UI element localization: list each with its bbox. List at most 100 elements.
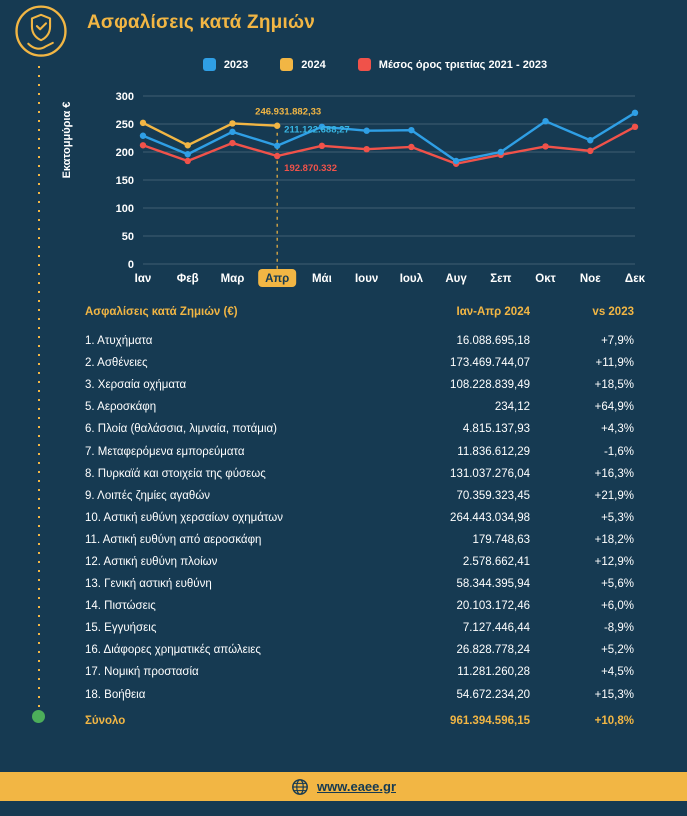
data-point	[631, 123, 639, 130]
footer-bar: www.eaee.gr	[0, 772, 687, 801]
data-point	[318, 123, 326, 130]
row-label: 2. Ασθένειες	[85, 357, 148, 370]
legend-swatch-icon	[280, 58, 294, 71]
data-point	[139, 132, 147, 139]
table-row: 13. Γενική αστική ευθύνη 58.344.395,94 +5,…	[85, 573, 634, 595]
row-change: +5,3%	[601, 511, 634, 524]
total-label: Σύνολο	[85, 714, 126, 727]
data-point	[318, 142, 326, 150]
row-value: 58.344.395,94	[456, 578, 530, 591]
row-change: +15,3%	[594, 688, 634, 701]
table-row: 6. Πλοία (θαλάσσια, λιμναία, ποτάμια) 4.8…	[85, 418, 634, 440]
legend-label: Μέσος όρος τριετίας 2021 - 2023	[378, 58, 548, 71]
row-change: +7,9%	[601, 335, 634, 348]
table-row: 7. Μεταφερόμενα εμπορεύματα 11.836.612,29…	[85, 440, 634, 462]
data-point	[184, 157, 191, 165]
row-value: 108.228.839,49	[450, 379, 530, 392]
table-header-vs: vs 2023	[592, 306, 634, 318]
legend-item: 2023	[202, 58, 249, 71]
row-label: 3. Χερσαία οχήματα	[85, 379, 187, 392]
legend-label: 2024	[301, 58, 326, 71]
data-point	[229, 128, 236, 136]
row-change: +11,9%	[595, 357, 634, 370]
row-label: 15. Εγγυήσεις	[85, 622, 157, 635]
timeline-dotted-line	[38, 66, 40, 710]
x-tick-label: Οκτ	[535, 273, 556, 285]
series-line	[141, 121, 279, 147]
data-point	[408, 143, 415, 151]
x-tick-label: Μαρ	[221, 273, 245, 285]
row-value: 4.815.137,93	[462, 423, 530, 436]
row-label: 17. Νομική προστασία	[85, 666, 199, 679]
data-point	[363, 146, 370, 153]
row-value: 16.088.695,18	[456, 335, 530, 348]
data-point	[184, 142, 191, 149]
table-row: 17. Νομική προστασία 11.281.260,28 +4,5%	[85, 661, 634, 683]
timeline-end-dot	[32, 710, 45, 723]
row-value: 11.281.260,28	[457, 666, 530, 679]
total-change: +10,8%	[594, 714, 634, 727]
chart-legend: 2023 2024 Μέσος όρος τριετίας 2021 - 2023	[95, 58, 655, 71]
table-row: 8. Πυρκαϊά και στοιχεία της φύσεως 131.03…	[85, 463, 634, 485]
x-tick-label: Ιουν	[355, 273, 378, 285]
row-label: 13. Γενική αστική ευθύνη	[85, 578, 212, 591]
row-label: 6. Πλοία (θαλάσσια, λιμναία, ποτάμια)	[85, 423, 277, 436]
table-header-period: Ιαν-Απρ 2024	[456, 306, 531, 318]
table-row: 11. Αστική ευθύνη από αεροσκάφη 179.748,6…	[85, 529, 634, 551]
data-point	[587, 147, 594, 155]
row-label: 12. Αστική ευθύνη πλοίων	[85, 555, 218, 568]
claims-chart: 0 50 100 150 200 250 300 Ιαν Φεβ Μαρ Απρ Μάι Ιουν Ιου…	[116, 91, 646, 287]
website-link[interactable]: www.eaee.gr	[317, 779, 396, 794]
row-label: 7. Μεταφερόμενα εμπορεύματα	[85, 445, 245, 458]
x-tick-label: Σεπ	[490, 273, 511, 285]
table-row: 14. Πιστώσεις 20.103.172,46 +6,0%	[85, 595, 634, 617]
x-tick-label: Αυγ	[445, 273, 467, 285]
row-value: 234,12	[494, 401, 530, 414]
row-label: 11. Αστική ευθύνη από αεροσκάφη	[85, 533, 262, 546]
table-header-row: Ασφαλίσεις κατά Ζημιών (€) Ιαν-Απρ 2024 …	[85, 306, 634, 318]
x-tick-label: Φεβ	[177, 273, 199, 285]
row-change: +4,3%	[601, 423, 634, 436]
data-label: 192.870.332	[284, 163, 337, 174]
data-point	[229, 120, 236, 127]
legend-item: Μέσος όρος τριετίας 2021 - 2023	[357, 58, 548, 71]
legend-item: 2024	[280, 58, 326, 71]
legend-swatch-icon	[202, 58, 216, 71]
table-row: 18. Βοήθεια 54.672.234,20 +15,3%	[85, 684, 634, 706]
row-value: 264.443.034,98	[450, 511, 530, 524]
series-line	[141, 125, 637, 165]
row-value: 70.359.323,45	[456, 489, 530, 502]
row-change: +18,2%	[594, 533, 634, 546]
row-change: +12,9%	[594, 555, 634, 568]
table-row: 15. Εγγυήσεις 7.127.446,44 -8,9%	[85, 617, 634, 639]
page-title: Ασφαλίσεις κατά Ζημιών	[87, 12, 315, 33]
x-tick-label: Μάι	[312, 273, 332, 285]
y-axis-label: Εκατομμύρια €	[61, 101, 73, 179]
y-tick-label: 150	[116, 175, 134, 187]
globe-icon	[291, 778, 309, 796]
row-label: 14. Πιστώσεις	[85, 600, 156, 613]
row-change: +5,2%	[601, 644, 634, 657]
row-value: 2.578.662,41	[462, 555, 530, 568]
table-row: 12. Αστική ευθύνη πλοίων 2.578.662,41 +12,…	[85, 551, 634, 573]
row-label: 5. Αεροσκάφη	[85, 401, 157, 414]
data-point	[587, 137, 594, 144]
x-tick-label: Ιαν	[135, 273, 152, 285]
row-change: +18,5%	[594, 379, 634, 392]
row-value: 179.748,63	[472, 533, 530, 546]
y-tick-label: 100	[116, 203, 134, 215]
row-change: -1,6%	[603, 445, 634, 458]
table-row: 2. Ασθένειες 173.469.744,07 +11,9%	[85, 352, 634, 374]
data-label: 211.122.688,27	[284, 125, 350, 136]
row-change: +5,6%	[601, 578, 634, 591]
table-row: 1. Ατυχήματα 16.088.695,18 +7,9%	[85, 330, 634, 352]
table-total-row: Σύνολο 961.394.596,15 +10,8%	[85, 708, 634, 734]
x-tick-label-highlighted: Απρ	[265, 273, 289, 285]
series-line	[141, 111, 637, 163]
data-point	[139, 119, 147, 127]
legend-label: 2023	[223, 58, 249, 71]
row-change: +4,5%	[601, 666, 634, 679]
row-change: +21,9%	[594, 489, 634, 502]
data-point	[497, 148, 505, 156]
data-point	[408, 126, 415, 134]
